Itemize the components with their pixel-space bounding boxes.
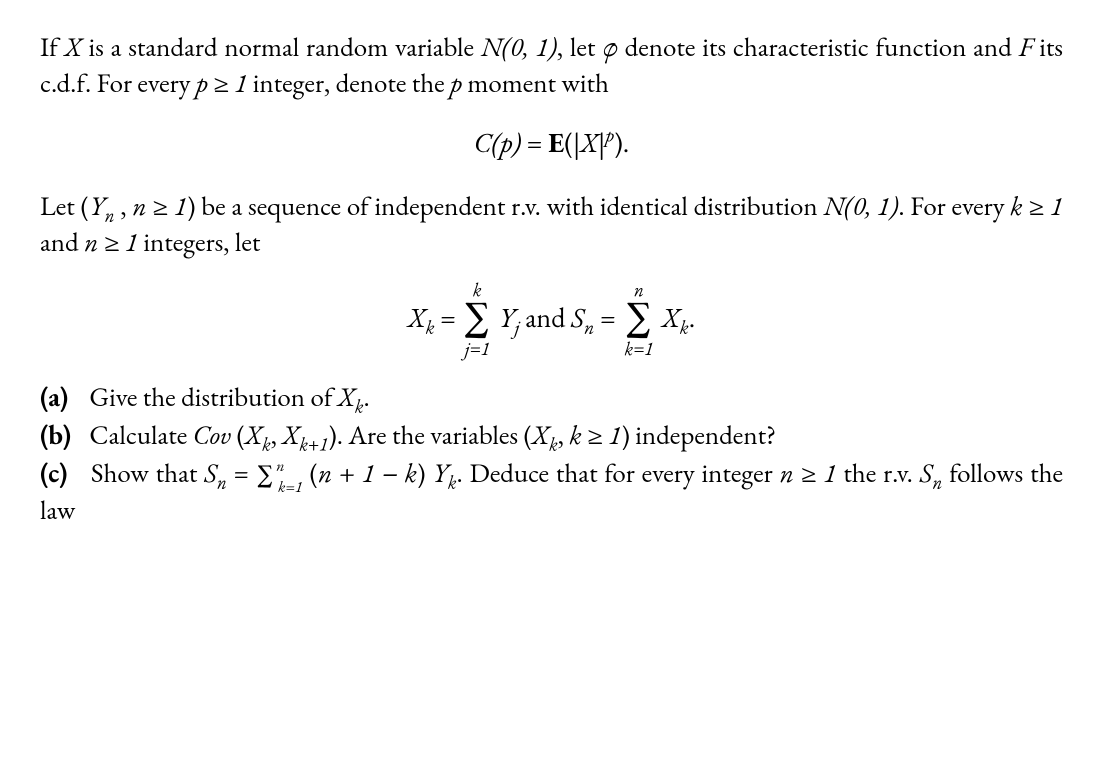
text-and: and (525, 300, 571, 336)
cond-k-ge-1: k ≥ 1 (1010, 189, 1063, 224)
cov: Cov (193, 418, 231, 453)
sigma-icon: ∑ (465, 294, 490, 342)
comma2: , (558, 418, 570, 453)
cond-n-ge-1: n ≥ 1 (132, 189, 187, 224)
var-Sn: S (571, 300, 584, 336)
period: . (689, 300, 695, 336)
sum-lower: j=1 (465, 339, 490, 358)
var-X: X (580, 125, 598, 161)
period: . (364, 380, 370, 415)
cond-p-ge-1: p ≥ 1 (196, 66, 248, 101)
text: denote its characteristic function and (618, 30, 1019, 65)
text: ) independent? (621, 418, 776, 453)
sub-k: k (262, 431, 271, 456)
cond-n-ge-1: n ≥ 1 (780, 456, 837, 491)
sub-k: k (680, 313, 689, 339)
text: , let (557, 30, 602, 65)
cond-n-ge-1-b: n ≥ 1 (84, 225, 138, 260)
sigma-icon: ∑ (258, 460, 273, 490)
var-Xk1: X (282, 418, 299, 453)
text: If (40, 30, 65, 65)
term-close: ) (417, 456, 432, 491)
var-Yj: Y (498, 300, 514, 336)
text: . Deduce that for every integer (456, 456, 779, 491)
sub-n: n (584, 313, 594, 339)
text: Show that (91, 456, 204, 491)
var-F: F (1019, 30, 1033, 65)
comma: , (271, 418, 283, 453)
equals: = (227, 456, 256, 491)
label-b: (b) (40, 418, 84, 454)
eq-Cp-def: C(p) = E(|X|p). (40, 125, 1063, 163)
text: moment with (462, 66, 609, 101)
sub-n: n (217, 470, 227, 495)
part-b: (b) Calculate Cov (Xk, Xk+1). Are the va… (40, 418, 1063, 454)
var-Sn2: S (920, 456, 933, 491)
var-Xk: X (245, 418, 262, 453)
expectation-E: E (548, 125, 564, 161)
sub-n2: n (932, 470, 942, 495)
label-a: (a) (40, 380, 84, 416)
sum-lower: k=1 (278, 479, 302, 495)
text: integer, denote the (247, 66, 450, 101)
var-Xk2: X (532, 418, 549, 453)
term: n + 1 − k (318, 456, 417, 491)
var-Xk2: X (662, 300, 680, 336)
var-p: p (450, 66, 462, 101)
sub-n: n (105, 202, 115, 227)
text: . Are the variables ( (337, 418, 532, 453)
equals: = (521, 125, 548, 161)
exp-p: p (605, 122, 614, 148)
open: ( (231, 418, 245, 453)
sigma-icon: ∑ (624, 294, 653, 342)
var-Xk: X (338, 380, 355, 415)
sub-k2: k (549, 431, 558, 456)
eq-Xk-Sn-def: Xk = k ∑ j=1 Yj and Sn = n ∑ k=1 Xk. (40, 280, 1063, 358)
para-Yn-sequence: Let (Yn , n ≥ 1) be a sequence of indepe… (40, 189, 1063, 262)
var-Yk: Y (432, 456, 448, 491)
text: , (115, 189, 133, 224)
label-c: (c) (40, 456, 84, 492)
sum-sigma-1: k ∑ j=1 (465, 280, 490, 358)
var-Y: Y (89, 189, 105, 224)
part-a: (a) Give the distribution of Xk. (40, 380, 1063, 416)
sum-upper: n (276, 458, 284, 474)
sub-k1: k+1 (299, 431, 328, 456)
sub-j: j (515, 313, 520, 339)
var-X: X (65, 30, 82, 65)
text: Let ( (40, 189, 89, 224)
Cp: C(p) (474, 125, 521, 161)
part-c: (c) Show that Sn = n ∑ k=1 (n + 1 − k) Y… (40, 456, 1063, 529)
text: . For every (898, 189, 1010, 224)
var-Sn: S (204, 456, 217, 491)
var-Xk: X (408, 300, 426, 336)
intro-paragraph: If X is a standard normal random variabl… (40, 30, 1063, 103)
term-open: ( (303, 456, 318, 491)
text: the r.v. (836, 456, 919, 491)
dist-N01: N(0, 1) (823, 189, 898, 224)
sub-k: k (355, 393, 364, 418)
sub-k: k (426, 313, 435, 339)
text: ) be a sequence of independent r.v. with… (187, 189, 823, 224)
close: ) (328, 418, 337, 453)
sum-lower: k=1 (624, 339, 653, 358)
var-phi: φ (602, 30, 618, 65)
dist-N01: N(0, 1) (481, 30, 557, 65)
text: integers, let (138, 225, 260, 260)
equals: = (594, 300, 615, 336)
text: Give the distribution of (89, 380, 337, 415)
cond-k-ge-1: k ≥ 1 (569, 418, 621, 453)
text: is a standard normal random variable (82, 30, 481, 65)
sum-sigma-2: n ∑ k=1 (624, 280, 653, 358)
open: (| (564, 125, 580, 161)
inline-sum: n ∑ k=1 (258, 460, 273, 490)
equals: = (435, 300, 456, 336)
text: Calculate (89, 418, 192, 453)
end: ). (614, 125, 629, 161)
text: and (40, 225, 84, 260)
